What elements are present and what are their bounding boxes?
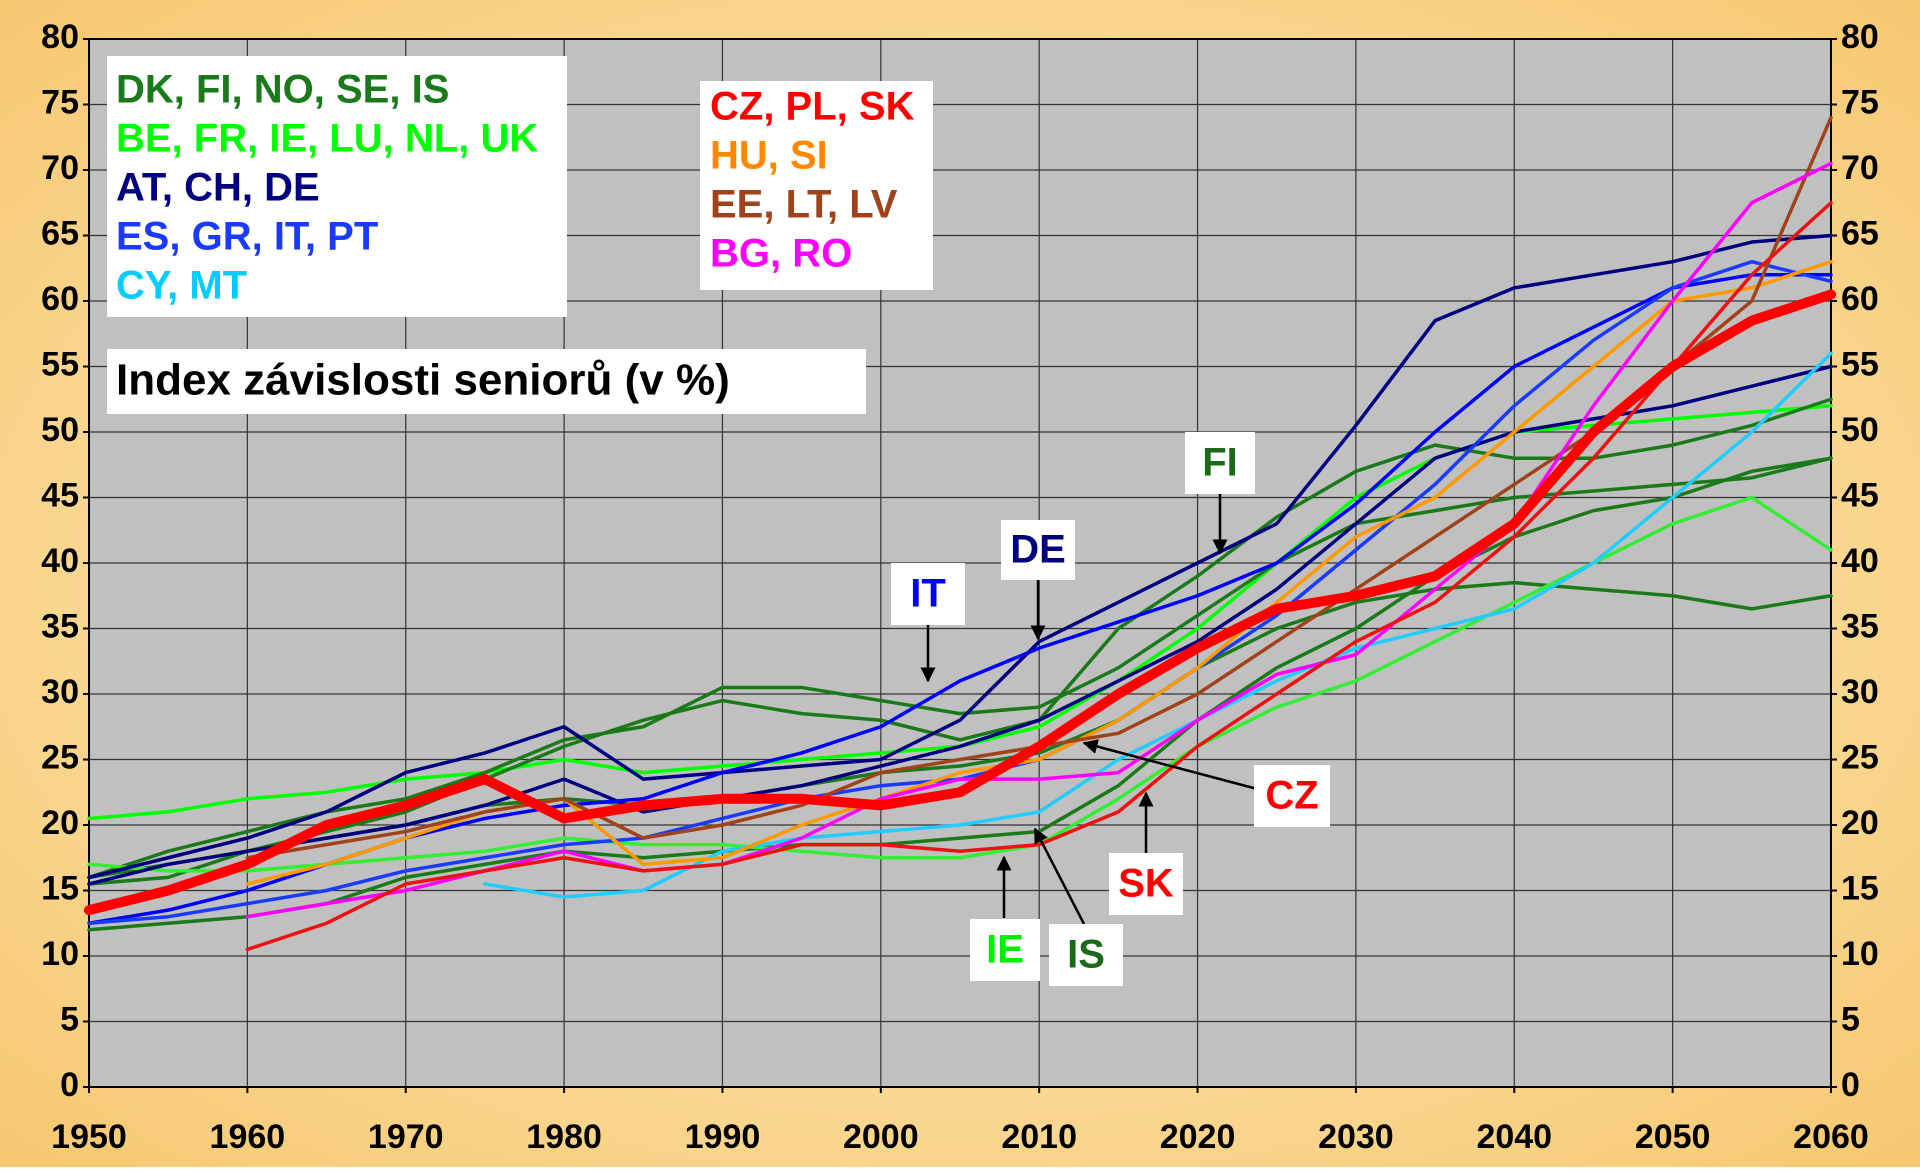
annotation-box bbox=[1001, 520, 1075, 580]
y2-tick-label: 80 bbox=[1841, 18, 1879, 56]
y2-tick-label: 25 bbox=[1841, 738, 1879, 776]
series-line bbox=[87, 364, 1833, 886]
y2-tick-label: 55 bbox=[1841, 345, 1879, 383]
x-tick-label: 1990 bbox=[685, 1118, 761, 1156]
annotation: SK bbox=[1118, 862, 1174, 906]
y-tick-label: 80 bbox=[41, 18, 79, 56]
y-tick-label: 15 bbox=[41, 869, 79, 907]
annotation-box bbox=[1049, 924, 1123, 986]
x-tick-label: 1950 bbox=[51, 1118, 127, 1156]
x-tick-label: 1980 bbox=[526, 1118, 602, 1156]
series-line bbox=[87, 495, 1833, 873]
title-box bbox=[107, 349, 866, 414]
annotation-box bbox=[970, 919, 1040, 981]
y2-tick-label: 65 bbox=[1841, 214, 1879, 252]
series-line bbox=[87, 456, 1833, 932]
y-tick-label: 30 bbox=[41, 673, 79, 711]
annotation-box bbox=[1109, 853, 1183, 915]
x-tick-label: 1960 bbox=[210, 1118, 286, 1156]
y2-tick-label: 50 bbox=[1841, 411, 1879, 449]
legend-box bbox=[107, 56, 567, 317]
plot-frame bbox=[88, 38, 1832, 1088]
y-tick-label: 55 bbox=[41, 345, 79, 383]
annotation-box bbox=[891, 563, 965, 625]
arrow bbox=[1082, 739, 1262, 792]
lines bbox=[84, 115, 1836, 952]
x-tick-label: 2000 bbox=[843, 1118, 919, 1156]
y2-tick-label: 5 bbox=[1841, 1000, 1860, 1038]
legend-entry: DK, FI, NO, SE, IS bbox=[116, 68, 449, 112]
y-tick-label: 35 bbox=[41, 607, 79, 645]
series-line bbox=[84, 289, 1836, 916]
legend-entry: BG, RO bbox=[710, 232, 852, 276]
y2-tick-label: 70 bbox=[1841, 149, 1879, 187]
x-tick-label: 2050 bbox=[1635, 1118, 1711, 1156]
annotation: FI bbox=[1202, 441, 1238, 485]
y-tick-label: 5 bbox=[60, 1000, 79, 1038]
legend-entry: HU, SI bbox=[710, 134, 828, 178]
series-line bbox=[245, 161, 1833, 919]
legend-entry: EE, LT, LV bbox=[710, 183, 898, 227]
y2-tick-label: 40 bbox=[1841, 542, 1879, 580]
y2-tick-label: 30 bbox=[1841, 673, 1879, 711]
legend-entry: ES, GR, IT, PT bbox=[116, 215, 378, 259]
y2-tick-label: 45 bbox=[1841, 476, 1879, 514]
chart-title: Index závislosti seniorů (v %) bbox=[116, 356, 730, 405]
y-tick-label: 60 bbox=[41, 280, 79, 318]
annotation-box bbox=[1185, 432, 1255, 494]
x-tick-label: 1970 bbox=[368, 1118, 444, 1156]
y-tick-label: 70 bbox=[41, 149, 79, 187]
y-tick-label: 25 bbox=[41, 738, 79, 776]
y-tick-label: 0 bbox=[60, 1066, 79, 1104]
y2-tick-label: 10 bbox=[1841, 935, 1879, 973]
y-tick-label: 20 bbox=[41, 804, 79, 842]
x-tick-label: 2020 bbox=[1160, 1118, 1236, 1156]
annotation: CZ bbox=[1265, 774, 1318, 818]
y2-tick-label: 20 bbox=[1841, 804, 1879, 842]
series-line bbox=[87, 233, 1833, 880]
series-line bbox=[87, 397, 1833, 886]
y2-tick-label: 60 bbox=[1841, 280, 1879, 318]
legend-entry: CZ, PL, SK bbox=[710, 85, 915, 129]
legend-entry: AT, CH, DE bbox=[116, 166, 320, 210]
annotation-box bbox=[1254, 765, 1330, 827]
y-tick-label: 75 bbox=[41, 83, 79, 121]
grid: 0 5 10 15 20 25 30 35 40 45 50 55 60 65 70 75 80 0 5 10 15 20… bbox=[41, 18, 1879, 1156]
y-tick-label: 45 bbox=[41, 476, 79, 514]
annotation: IS bbox=[1067, 933, 1105, 977]
overlay: Index závislosti seniorů (v %) DK, FI, N… bbox=[107, 56, 1330, 986]
y2-tick-label: 15 bbox=[1841, 869, 1879, 907]
annotation: DE bbox=[1010, 528, 1066, 572]
annotation: IT bbox=[910, 572, 946, 616]
series-line bbox=[245, 201, 1833, 952]
x-tick-label: 2010 bbox=[1001, 1118, 1077, 1156]
legend-entry: CY, MT bbox=[116, 264, 247, 308]
y-tick-label: 40 bbox=[41, 542, 79, 580]
legend-box bbox=[700, 81, 933, 290]
y-tick-label: 50 bbox=[41, 411, 79, 449]
annotation: IE bbox=[986, 928, 1024, 972]
x-tick-label: 2060 bbox=[1793, 1118, 1869, 1156]
arrow bbox=[1033, 827, 1086, 925]
legend-entry: BE, FR, IE, LU, NL, UK bbox=[116, 117, 538, 161]
y2-tick-label: 35 bbox=[1841, 607, 1879, 645]
y-tick-label: 65 bbox=[41, 214, 79, 252]
x-tick-label: 2030 bbox=[1318, 1118, 1394, 1156]
x-tick-label: 2040 bbox=[1476, 1118, 1552, 1156]
y2-tick-label: 0 bbox=[1841, 1066, 1860, 1104]
y-tick-label: 10 bbox=[41, 935, 79, 973]
y2-tick-label: 75 bbox=[1841, 83, 1879, 121]
